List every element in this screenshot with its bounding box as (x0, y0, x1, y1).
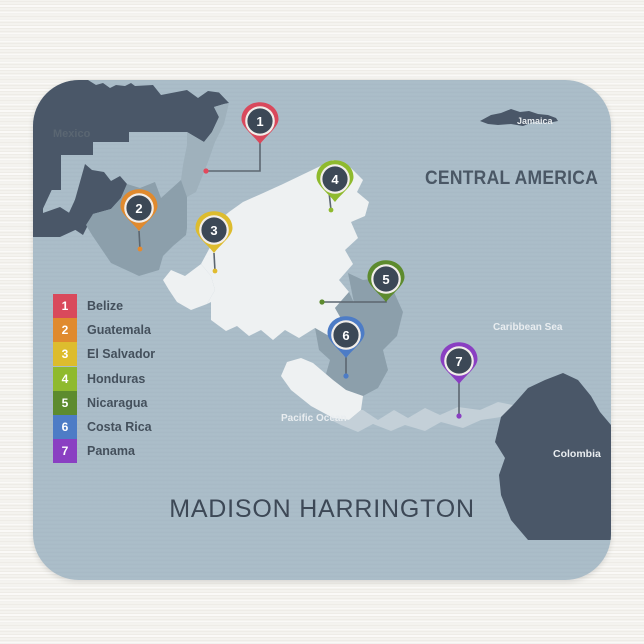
svg-text:4: 4 (331, 172, 339, 187)
svg-text:7: 7 (455, 354, 462, 369)
svg-text:1: 1 (256, 114, 263, 129)
svg-text:6: 6 (342, 328, 349, 343)
svg-text:5: 5 (382, 272, 389, 287)
svg-text:3: 3 (210, 223, 217, 238)
svg-text:2: 2 (135, 201, 142, 216)
